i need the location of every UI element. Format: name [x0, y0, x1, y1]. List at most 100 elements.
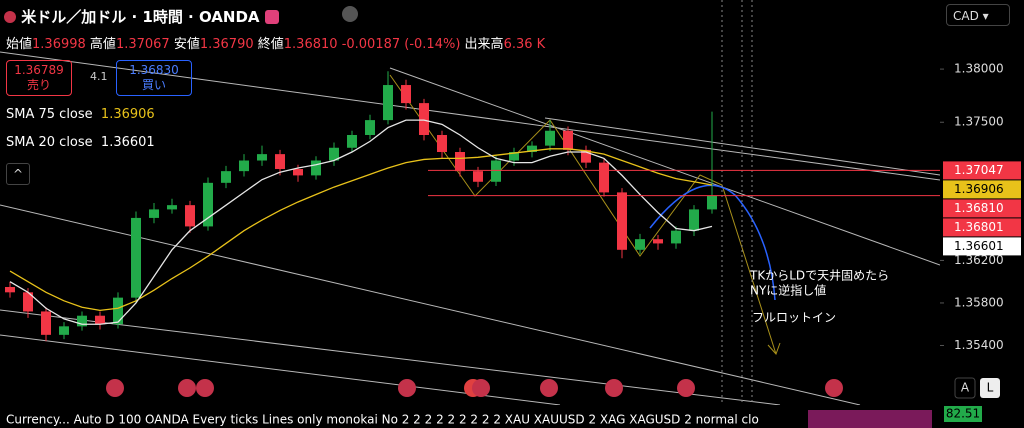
sell-price: 1.36789	[14, 63, 64, 77]
candle-body	[167, 205, 177, 210]
indicator-legend: SMA 20 close 1.36601	[6, 135, 155, 150]
symbol: 米ドル／加ドル · 1時間 · OANDA	[21, 8, 260, 26]
footer-highlight	[808, 410, 932, 428]
candle-body	[473, 171, 483, 182]
buy-label: 買い	[141, 78, 166, 92]
scale-button[interactable]	[980, 378, 1000, 398]
candle-body	[437, 135, 447, 153]
candle-body	[671, 230, 681, 244]
ohlc-value: 1.36810	[283, 37, 338, 52]
trend-line	[0, 204, 861, 405]
trend-line	[389, 67, 940, 266]
indicator-name: SMA 20 close	[6, 135, 93, 150]
event-icon	[398, 379, 416, 397]
y-tick-label: 1.37500	[954, 115, 1004, 129]
event-icon	[178, 379, 196, 397]
candle-body	[365, 120, 375, 135]
y-tick-label: 1.38000	[954, 62, 1004, 76]
currency: CAD	[953, 9, 979, 23]
currency-select[interactable]: CAD ▾	[946, 4, 1010, 26]
price-label-box	[943, 180, 1021, 199]
alert-icon[interactable]	[264, 10, 279, 24]
change: -0.00187 (-0.14%)	[341, 37, 461, 52]
indicator-name: SMA 75 close	[6, 107, 93, 122]
indicator-value: 1.36601	[100, 135, 155, 150]
y-tick-label: 1.36200	[954, 253, 1004, 267]
event-icon	[540, 379, 558, 397]
price-label-box	[943, 161, 1021, 180]
plot-area	[0, 0, 940, 405]
arrow-head	[767, 342, 781, 355]
symbol-title: 米ドル／加ドル · 1時間 · OANDA	[4, 6, 279, 27]
candle-body	[293, 169, 303, 176]
candle-body	[59, 326, 69, 335]
buy-price: 1.36830	[129, 63, 179, 77]
footer-bar	[0, 405, 1024, 428]
volume-label: 出来高	[464, 37, 504, 52]
candle-body	[113, 297, 123, 325]
zigzag-line	[389, 74, 777, 355]
ohlc-label: 安値	[173, 37, 200, 52]
candle-body	[419, 103, 429, 135]
sell-button[interactable]: 1.36789 売り	[6, 60, 72, 96]
candle-body	[131, 217, 141, 298]
candle-body	[581, 149, 591, 163]
session-lines	[721, 0, 753, 405]
indicator-legend: SMA 75 close 1.36906	[6, 107, 155, 122]
candle-body	[23, 292, 33, 312]
candle-body	[5, 287, 15, 293]
scale-button[interactable]	[954, 377, 976, 399]
collapse-legend-button[interactable]: ^	[6, 163, 30, 185]
footer-script: Currency... Auto D 100 OANDA Every ticks…	[6, 413, 759, 427]
candle-body	[653, 239, 663, 244]
sma-line	[9, 119, 713, 325]
sell-label: 売り	[26, 78, 51, 92]
price-label-box	[943, 218, 1021, 237]
flag-icon	[4, 11, 16, 23]
price-label-box	[943, 237, 1021, 256]
event-icon	[677, 379, 695, 397]
event-icon	[196, 379, 214, 397]
trend-lines	[0, 51, 940, 405]
candle-body	[635, 239, 645, 250]
volume: 6.36 K	[503, 37, 546, 52]
ohlc-label: 終値	[257, 37, 284, 52]
scale-button-label[interactable]: L	[987, 381, 994, 395]
sma-line	[9, 148, 713, 312]
annotation: フルロットイン	[752, 311, 836, 325]
event-icon	[472, 379, 490, 397]
candle-body	[257, 154, 267, 161]
candle-body	[599, 162, 609, 193]
spread: 4.1	[90, 70, 108, 83]
candle-body	[149, 209, 159, 218]
projection-line	[649, 184, 776, 301]
candle-body	[77, 315, 87, 327]
ohlc-value: 1.36998	[32, 37, 86, 52]
candle-body	[455, 152, 465, 172]
ohlc-value: 1.36790	[199, 37, 254, 52]
ohlc-value: 1.37067	[115, 37, 170, 52]
indicator-value: 1.36906	[100, 107, 155, 122]
event-icon	[825, 379, 843, 397]
price-label: 1.37047	[954, 163, 1004, 177]
candle-body	[563, 130, 573, 150]
price-label: 1.36906	[954, 182, 1004, 196]
candle-body	[95, 315, 105, 325]
buy-button[interactable]: 1.36830 買い	[116, 60, 192, 96]
event-icons	[106, 379, 843, 397]
scale-button-label[interactable]: A	[961, 381, 970, 395]
candle-body	[707, 195, 717, 210]
collapse-button[interactable]	[342, 6, 358, 22]
candle-body	[383, 85, 393, 121]
price-label: 1.36801	[954, 220, 1004, 234]
ohlc-label: 始値	[6, 37, 33, 52]
candle-body	[401, 85, 411, 104]
price-label: 1.36810	[954, 201, 1004, 215]
ohlc-legend: 始値1.36998 高値1.37067 安値1.36790 終値1.36810 …	[6, 33, 545, 52]
candle-body	[689, 209, 699, 231]
annotation: NYに逆指し値	[750, 283, 826, 298]
candle-body	[527, 145, 537, 153]
footer-value: 82.51	[946, 407, 980, 421]
